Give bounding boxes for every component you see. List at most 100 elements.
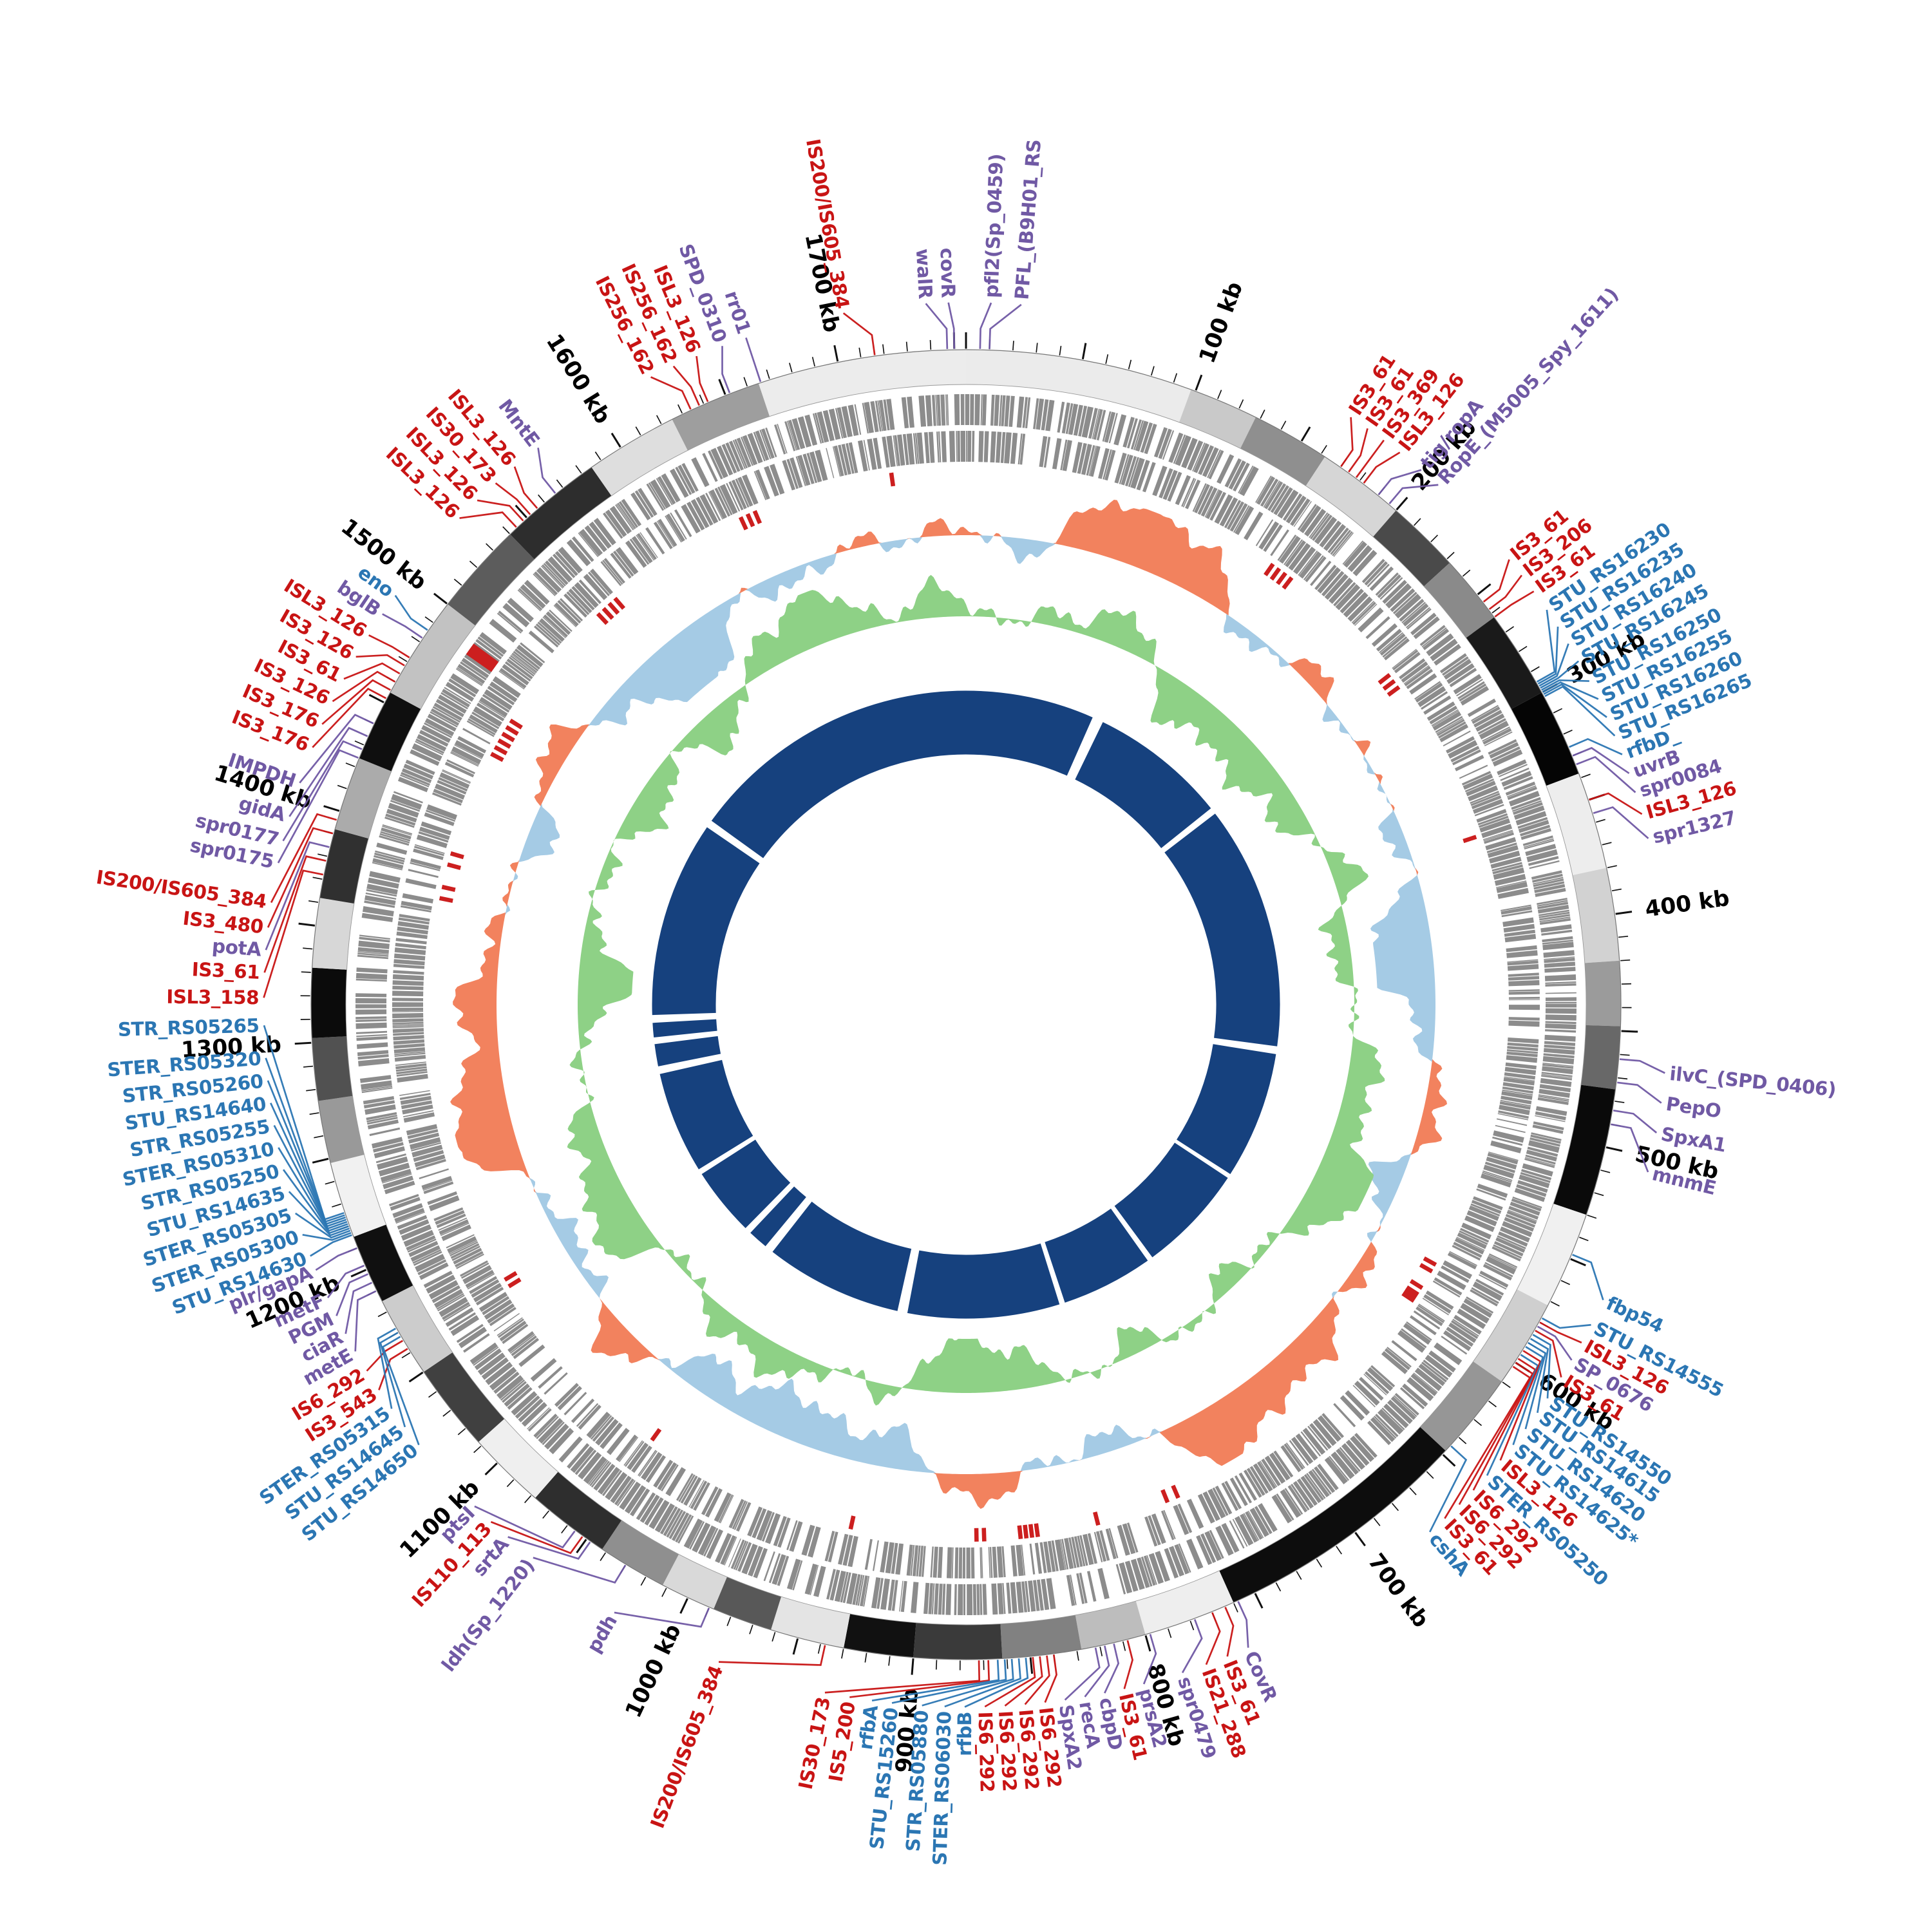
scale-tick — [935, 1660, 938, 1670]
ring-segment — [1511, 692, 1579, 786]
leader-line — [1611, 1123, 1649, 1173]
leader-line — [1482, 559, 1510, 603]
scale-tick — [1458, 1437, 1467, 1444]
scale-tick — [542, 1510, 549, 1519]
scale-tick — [575, 465, 582, 474]
scale-tick — [424, 616, 433, 623]
ring-segment — [1179, 389, 1256, 449]
is-mark — [504, 1271, 518, 1282]
leader-line — [1613, 1109, 1658, 1134]
leader-line — [1544, 685, 1616, 737]
is-mark — [848, 1515, 856, 1530]
is-mark — [1378, 673, 1392, 685]
scale-tick — [772, 1632, 776, 1642]
scale-tick — [303, 1065, 314, 1068]
alignment-arc — [1074, 722, 1211, 849]
leader-line — [289, 726, 368, 817]
leader-line — [477, 499, 524, 522]
is-mark — [1017, 1525, 1023, 1539]
scale-tick — [1081, 343, 1087, 360]
scale-tick — [841, 1649, 844, 1659]
is-mark — [1401, 1291, 1416, 1303]
scale-tick — [817, 1643, 821, 1654]
ring-inner-edge — [345, 384, 1587, 1625]
leader-line — [1355, 439, 1385, 478]
alignment-arc — [907, 1243, 1060, 1319]
ring-segment — [1135, 1571, 1234, 1635]
leader-line — [459, 511, 517, 528]
ring-segment — [1546, 773, 1607, 875]
scale-tick — [457, 1428, 466, 1435]
leader-line — [1619, 1058, 1665, 1074]
leader-line — [721, 346, 731, 393]
feature-label: potA — [211, 935, 262, 961]
is-mark — [1387, 685, 1401, 697]
scale-tick — [1076, 1651, 1079, 1661]
leader-line — [1340, 417, 1354, 468]
ring-segment — [1000, 1615, 1082, 1659]
leader-line — [979, 302, 992, 349]
scale-tick — [1587, 1215, 1597, 1219]
is-mark — [1282, 576, 1294, 590]
leader-line — [336, 1273, 368, 1316]
scale-tick — [1321, 445, 1327, 454]
leader-line — [922, 1658, 1014, 1707]
leader-line — [1543, 683, 1607, 718]
leader-line — [1064, 1647, 1101, 1701]
leader-line — [1536, 609, 1556, 683]
scale-tick — [656, 415, 662, 424]
feature-label: STR_RS05265 — [117, 1014, 260, 1040]
scale-tick — [1477, 583, 1492, 596]
leader-line — [842, 312, 876, 355]
ring-segment — [510, 467, 612, 560]
leader-line — [989, 303, 1022, 350]
feature-label: STER_RS06030 — [929, 1711, 955, 1866]
scale-tick — [640, 1577, 647, 1586]
leader-line — [507, 1536, 591, 1560]
is-mark — [507, 1277, 522, 1289]
scale-tick — [1502, 1381, 1511, 1388]
is-mark-block — [466, 643, 499, 672]
ring-segment — [602, 1520, 679, 1586]
is-mark — [1276, 571, 1287, 585]
leader-line — [614, 1607, 710, 1628]
ring-segment — [663, 1554, 727, 1609]
scale-tick — [766, 369, 770, 379]
is-mark — [1023, 1524, 1029, 1539]
scale-tick — [726, 1616, 732, 1626]
is-mark — [509, 718, 523, 730]
scale-tick — [679, 1598, 688, 1614]
leader-line — [1535, 1329, 1562, 1378]
scale-tick — [398, 656, 408, 662]
is-mark — [441, 884, 456, 892]
leader-line — [1084, 1645, 1110, 1698]
ring-segment — [1553, 1084, 1616, 1215]
scale-tick — [502, 526, 510, 535]
ring-segment — [1584, 960, 1621, 1027]
leader-line — [1576, 755, 1636, 793]
scale-tick — [377, 1311, 387, 1318]
leader-line — [944, 1658, 1021, 1708]
scale-tick — [1233, 1603, 1238, 1613]
scale-tick — [538, 494, 545, 503]
leader-line — [1044, 1654, 1057, 1703]
scale-tick — [1105, 354, 1109, 365]
feature-label: IS3_61 — [191, 958, 260, 983]
leader-line — [1589, 792, 1643, 815]
scale-tick — [1615, 911, 1633, 915]
leader-line — [355, 654, 405, 667]
label-leader-lines — [263, 302, 1665, 1708]
scale-tick — [833, 345, 839, 362]
ring-segment — [1240, 417, 1325, 486]
is-mark — [447, 862, 462, 870]
leader-line — [1537, 1325, 1573, 1361]
leader-line — [312, 687, 387, 748]
ring-segment — [591, 419, 688, 496]
ring-segment — [478, 1419, 558, 1499]
scale-tick — [306, 1089, 316, 1092]
leader-line — [1542, 681, 1599, 700]
is-mark — [1264, 562, 1275, 576]
leader-line — [1541, 679, 1589, 691]
leader-line — [1123, 1640, 1133, 1689]
